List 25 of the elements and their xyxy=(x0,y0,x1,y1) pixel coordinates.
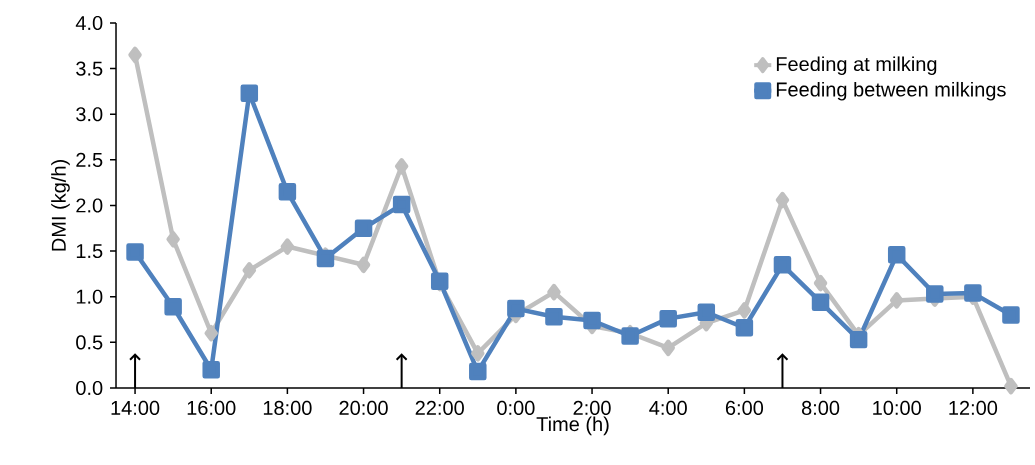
y-tick-label: 3.5 xyxy=(76,61,103,76)
y-tick-label: 2.0 xyxy=(76,198,103,213)
x-tick-label: 12:00 xyxy=(949,400,998,415)
x-tick-label: 20:00 xyxy=(339,400,388,415)
y-tick-label: 4.0 xyxy=(75,15,103,31)
x-tick-label: 10:00 xyxy=(873,400,921,415)
x-tick-label: 14:00 xyxy=(111,400,160,415)
legend-label: Feeding between milkings xyxy=(776,81,1006,101)
x-tick-label: 2:00 xyxy=(573,400,611,415)
y-axis-title: DMI (kg/h) xyxy=(51,160,70,251)
x-axis-title: Time (h) xyxy=(536,416,609,436)
x-tick-label: 6:00 xyxy=(725,400,764,415)
y-tick-label: 1.0 xyxy=(76,289,103,304)
x-tick-label: 4:00 xyxy=(649,400,687,415)
x-tick-label: 16:00 xyxy=(187,400,236,415)
y-tick-label: 0.5 xyxy=(76,335,103,350)
x-tick-label: 8:00 xyxy=(801,400,840,415)
y-tick-label: 3.0 xyxy=(76,107,103,122)
y-tick-label: 2.5 xyxy=(76,152,103,167)
y-tick-label: 0.0 xyxy=(76,380,103,396)
x-tick-label: 18:00 xyxy=(263,400,312,415)
y-tick-label: 1.5 xyxy=(76,244,103,259)
legend-label: Feeding at milking xyxy=(776,56,937,76)
x-tick-label: 0:00 xyxy=(497,400,535,415)
x-tick-label: 22:00 xyxy=(415,400,464,415)
